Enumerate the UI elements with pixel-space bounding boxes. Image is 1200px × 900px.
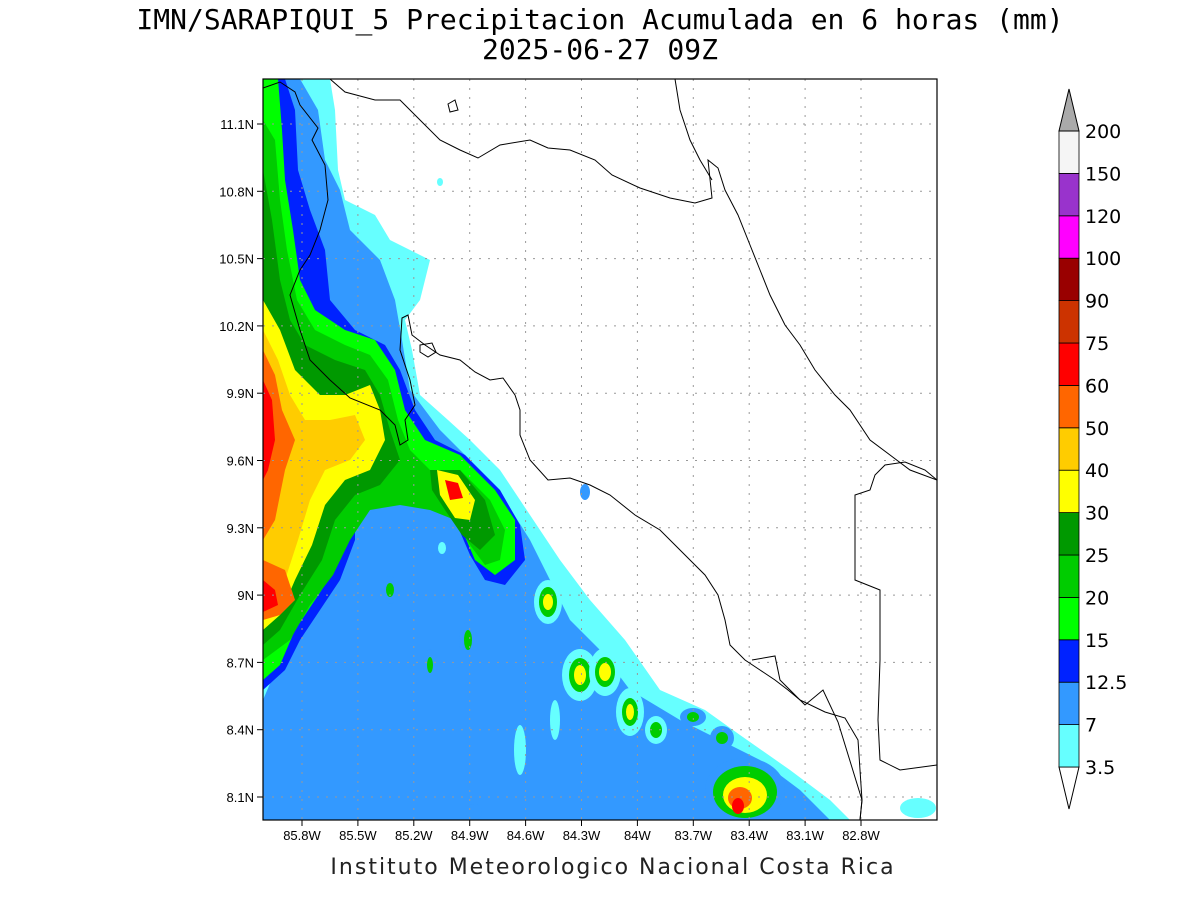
colorbar-swatch (1058, 172, 1080, 217)
lon-tick-label: 84.9W (451, 828, 489, 843)
precip-cell (437, 178, 443, 186)
lon-tick-label: 84.6W (507, 828, 545, 843)
precip-cell (626, 704, 634, 720)
colorbar-swatch (1058, 639, 1080, 683)
precip-cell (427, 657, 433, 673)
colorbar-swatch (1058, 384, 1080, 429)
lat-tick-label: 10.8N (219, 184, 254, 199)
lat-tick-label: 9.9N (227, 386, 254, 401)
lat-tick-label: 8.7N (227, 655, 254, 670)
colorbar-label: 60 (1085, 375, 1109, 397)
precip-area (445, 480, 463, 500)
lat-tick-label: 8.1N (227, 790, 254, 805)
lat-tick-label: 9N (237, 588, 254, 603)
lat-tick-label: 10.5N (219, 252, 254, 267)
lon-tick-label: 85.8W (283, 828, 321, 843)
colorbar-label: 3.5 (1085, 757, 1115, 779)
map-title: IMN/SARAPIQUI_5 Precipitacion Acumulada … (136, 3, 1064, 36)
colorbar-label: 7 (1085, 715, 1097, 737)
nicoya-inlet (419, 342, 437, 358)
colorbar-swatch (1058, 257, 1080, 302)
colorbar-swatch (1058, 342, 1080, 386)
lon-tick-label: 83.4W (730, 828, 768, 843)
island-outline (447, 99, 459, 113)
colorbar-label: 20 (1085, 587, 1109, 609)
colorbar-swatch (1058, 512, 1080, 556)
colorbar-label: 40 (1085, 460, 1109, 482)
lat-tick-label: 11.1N (220, 117, 254, 132)
precip-cell (574, 665, 586, 685)
border-nicaragua (674, 79, 713, 181)
plot-frame (262, 78, 938, 821)
graticule (263, 79, 937, 820)
colorbar-swatch (1058, 469, 1080, 514)
precip-cell (716, 732, 728, 744)
precip-cell (732, 798, 744, 814)
caribbean-coastline (329, 79, 937, 481)
colorbar-swatch (1058, 130, 1080, 174)
colorbar-high-arrow (1058, 88, 1080, 132)
lat-tick-label: 9.3N (227, 521, 254, 536)
colorbar-swatch (1058, 597, 1080, 641)
precip-cell (438, 542, 446, 554)
colorbar-label: 200 (1085, 121, 1121, 143)
precip-cell (687, 712, 699, 722)
lon-tick-label: 84W (624, 828, 651, 843)
colorbar-label: 25 (1085, 545, 1109, 567)
precip-area (263, 580, 278, 612)
lon-tick-label: 83.7W (675, 828, 713, 843)
precip-cell (466, 804, 482, 820)
precip-area (263, 350, 295, 540)
lon-tick-label: 82.8W (842, 828, 880, 843)
precip-area (263, 79, 830, 820)
colorbar-label: 150 (1085, 163, 1121, 185)
colorbar-label: 100 (1085, 248, 1121, 270)
colorbar-swatch (1058, 554, 1080, 598)
coastline (263, 79, 937, 820)
lon-tick-label: 85.2W (395, 828, 433, 843)
colorbar-label: 30 (1085, 503, 1109, 525)
precip-cell (580, 484, 590, 500)
precip-cell (650, 722, 662, 738)
colorbar-label: 120 (1085, 206, 1121, 228)
lon-tick-label: 83.1W (786, 828, 824, 843)
precip-area (263, 380, 275, 480)
colorbar-label: 50 (1085, 418, 1109, 440)
lon-tick-label: 85.5W (339, 828, 377, 843)
colorbar-label: 75 (1085, 333, 1109, 355)
colorbar: 3.5 7 12.5 15 20 25 30 40 50 60 75 90 100 120 150 200 (1058, 88, 1127, 810)
colorbar-swatch (1058, 724, 1080, 768)
colorbar-swatch (1058, 681, 1080, 726)
precip-cell (386, 583, 394, 597)
border-panama (854, 461, 937, 771)
precip-cell (550, 700, 560, 740)
precip-cell (514, 725, 526, 775)
colorbar-label: 90 (1085, 291, 1109, 313)
map-subtitle: 2025-06-27 09Z (481, 33, 718, 66)
colorbar-swatch (1058, 215, 1080, 259)
precip-cell (599, 663, 611, 681)
precip-area (263, 330, 365, 600)
pacific-coastline (263, 81, 863, 820)
latitude-axis: 11.1N 10.8N 10.5N 10.2N 9.9N 9.6N 9.3N 9N 8.7N 8.… (219, 117, 263, 805)
colorbar-swatch (1058, 427, 1080, 471)
colorbar-label: 12.5 (1085, 672, 1127, 694)
precip-cell (900, 798, 936, 818)
colorbar-low-arrow (1058, 766, 1080, 810)
colorbar-swatch (1058, 300, 1080, 344)
lon-tick-label: 84.3W (563, 828, 601, 843)
lat-tick-label: 9.6N (227, 454, 254, 469)
precipitation-field (263, 79, 936, 820)
precip-cell (464, 630, 472, 650)
osa-peninsula (751, 655, 863, 820)
colorbar-label: 15 (1085, 630, 1109, 652)
lat-tick-label: 10.2N (219, 319, 254, 334)
credit-text: Instituto Meteorologico Nacional Costa R… (330, 855, 896, 880)
lat-tick-label: 8.4N (227, 723, 254, 738)
longitude-axis: 85.8W 85.5W 85.2W 84.9W 84.6W 84.3W 84W 83.7W 83… (283, 820, 881, 843)
precip-cell (543, 594, 553, 610)
